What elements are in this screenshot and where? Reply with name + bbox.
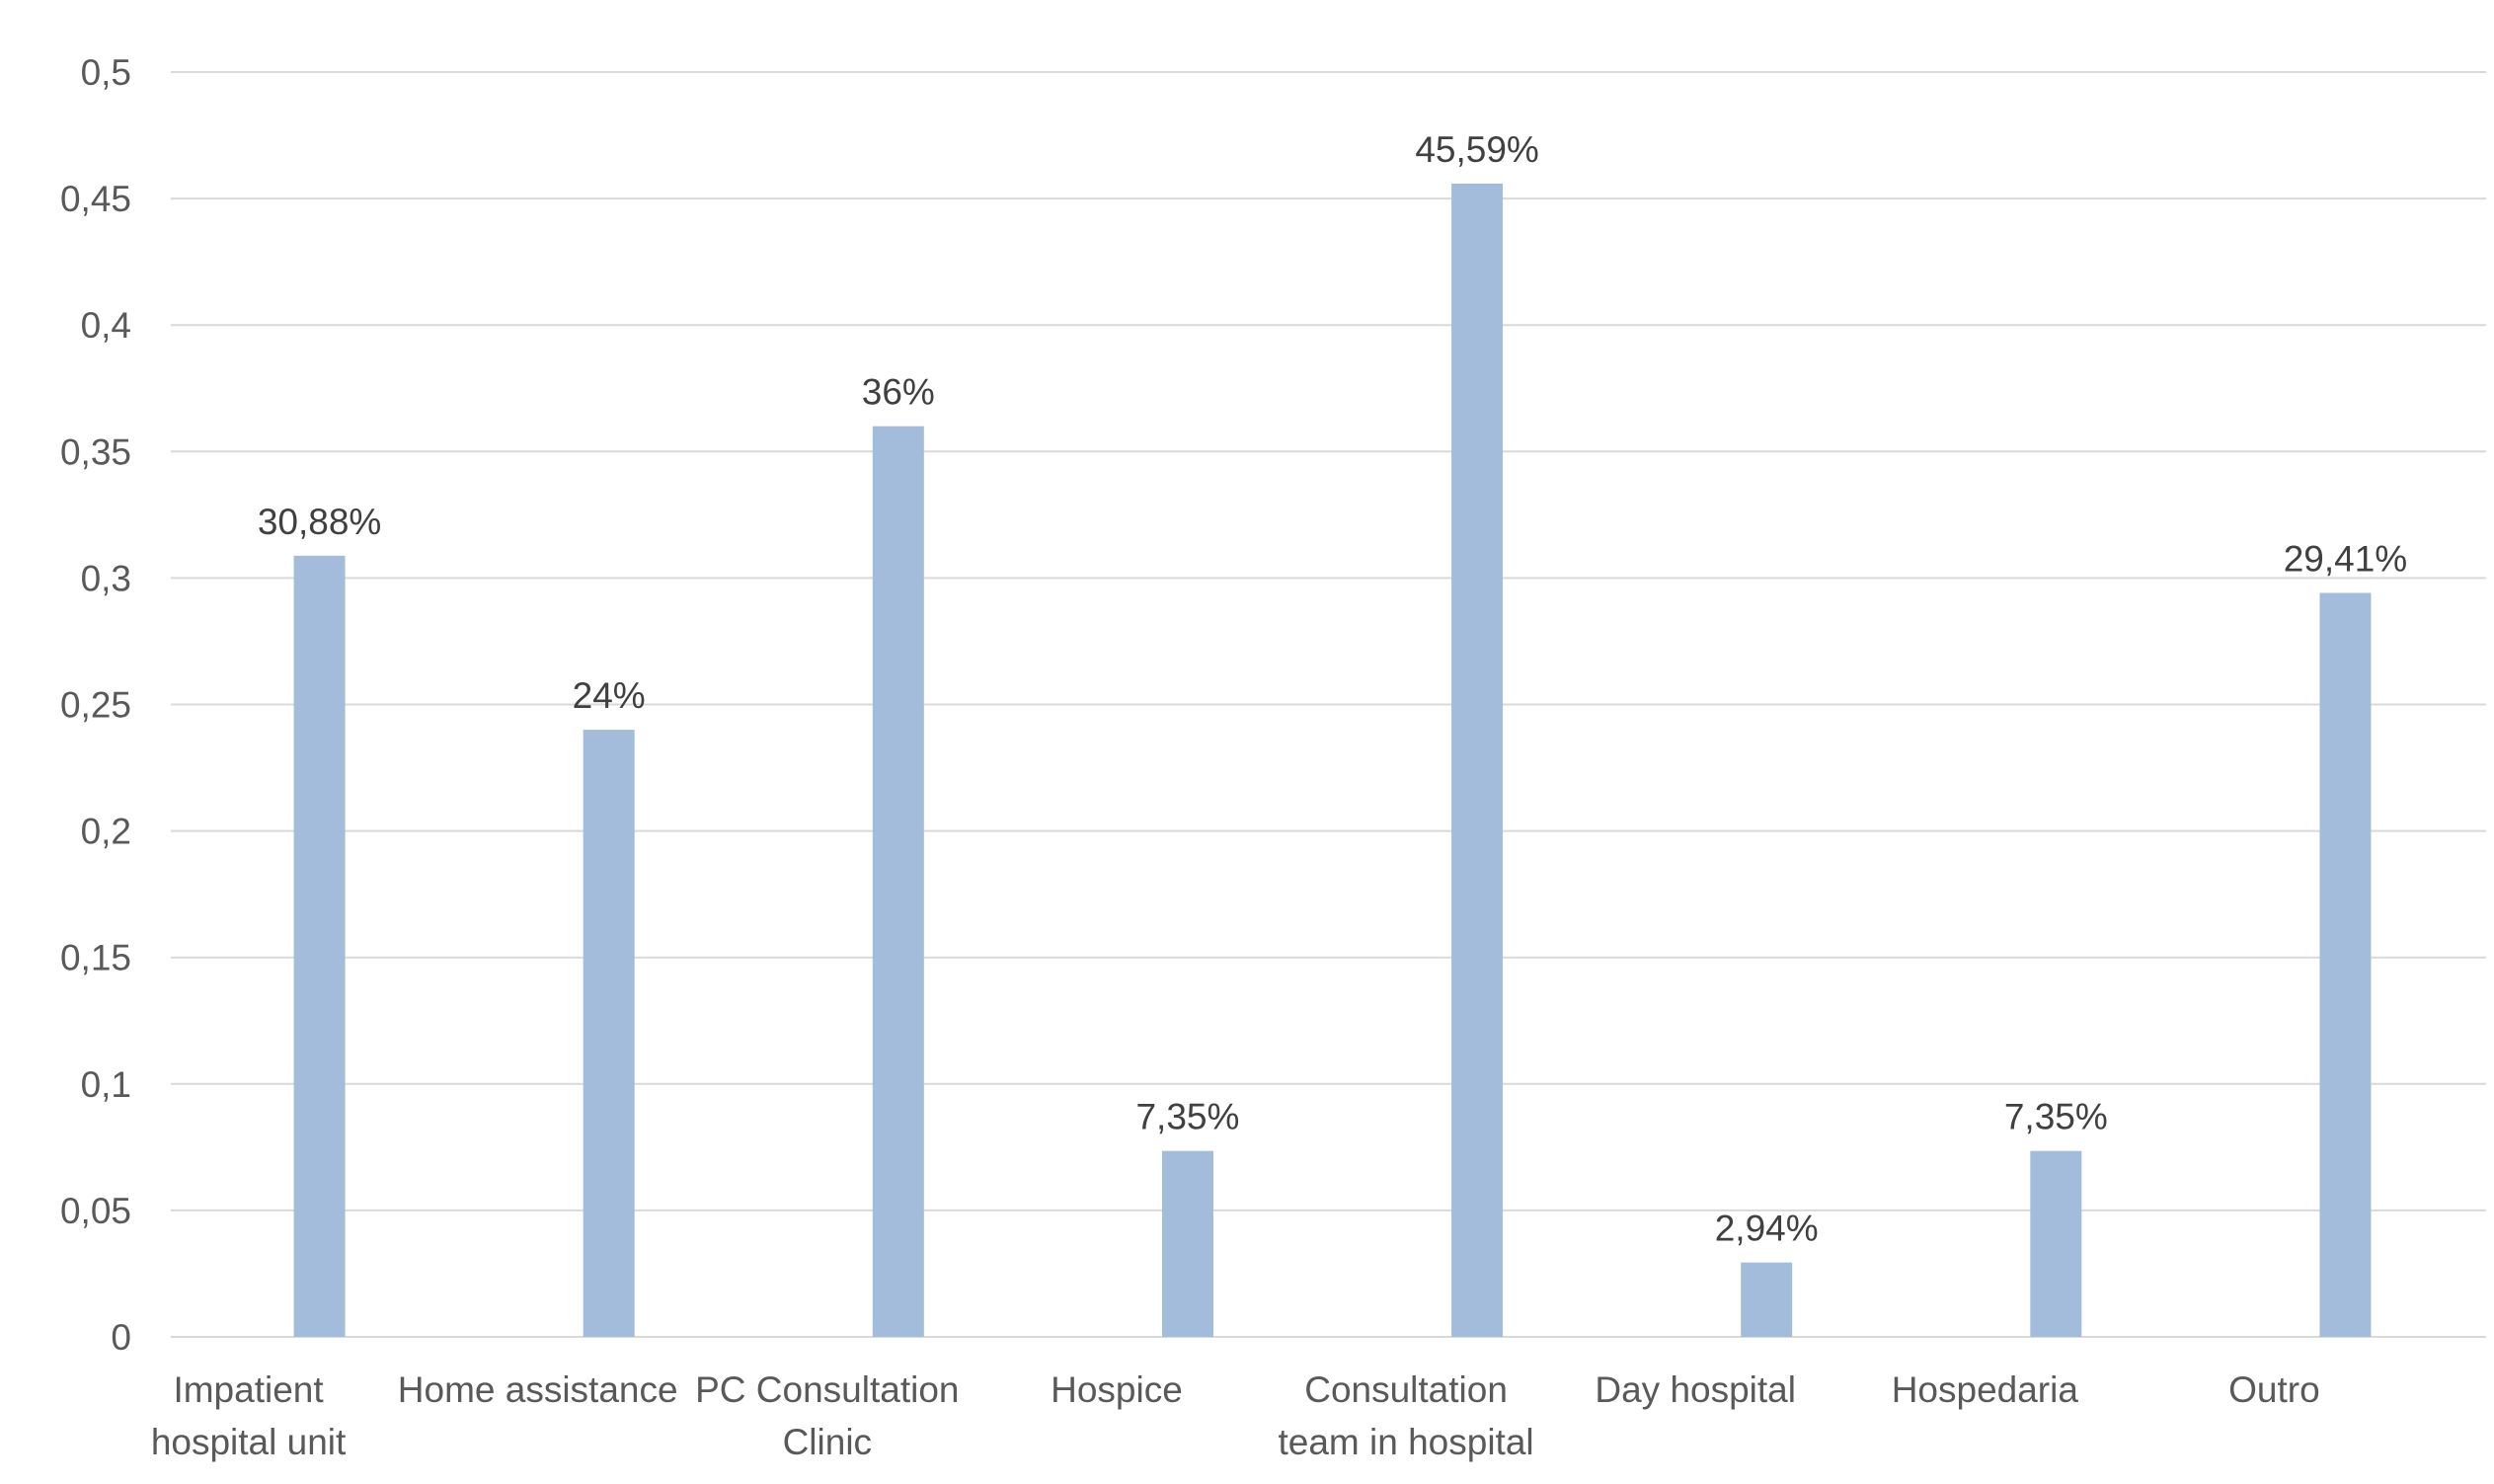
x-category-label: Day hospital (1595, 1369, 1796, 1410)
bar (1451, 183, 1504, 1337)
x-category-label: hospital unit (151, 1422, 347, 1462)
x-category-label: Home assistance (398, 1369, 678, 1410)
data-label: 7,35% (2004, 1097, 2108, 1137)
bar (1161, 1150, 1213, 1337)
y-tick-label: 0,45 (60, 179, 131, 219)
data-label: 7,35% (1135, 1097, 1239, 1137)
y-tick-label: 0,1 (81, 1064, 131, 1105)
y-tick-label: 0 (111, 1317, 131, 1358)
y-tick-label: 0,5 (81, 52, 131, 93)
y-tick-label: 0,3 (81, 558, 131, 598)
x-category-label: Hospedaria (1892, 1369, 2079, 1410)
x-category-label: team in hospital (1278, 1422, 1533, 1462)
y-tick-label: 0,15 (60, 938, 131, 978)
bar (2030, 1150, 2082, 1337)
x-category-label: Consultation (1304, 1369, 1508, 1410)
x-category-label: Hospice (1051, 1369, 1183, 1410)
data-label: 30,88% (258, 502, 382, 542)
bar (583, 730, 635, 1337)
bar (872, 426, 924, 1337)
bar (1741, 1262, 1793, 1337)
data-label: 45,59% (1415, 129, 1539, 170)
data-label: 29,41% (2284, 539, 2408, 580)
x-category-label: Impatient (173, 1369, 324, 1410)
gridlines (171, 71, 2486, 1338)
y-tick-label: 0,2 (81, 812, 131, 852)
x-category-label: PC Consultation (695, 1369, 959, 1410)
data-label: 24% (573, 675, 646, 716)
data-label: 36% (862, 372, 935, 413)
bar (2319, 592, 2372, 1337)
bars (293, 183, 2372, 1337)
x-category-label: Clinic (783, 1422, 872, 1462)
y-tick-label: 0,35 (60, 431, 131, 472)
x-category-label: Outro (2228, 1369, 2320, 1410)
data-labels: 30,88% 24% 36% 7,35% 45,59% 2,94% 7,35% 29,41% (258, 129, 2407, 1249)
x-axis-category-labels: Impatient hospital unit Home assistance PC … (151, 1369, 2320, 1462)
y-tick-label: 0,4 (81, 305, 131, 346)
data-label: 2,94% (1715, 1209, 1819, 1249)
y-axis-tick-labels: 0 0,05 0,1 0,15 0,2 0,25 0,3 0,35 0,4 0,45 0,5 (60, 52, 131, 1358)
y-tick-label: 0,25 (60, 685, 131, 726)
y-tick-label: 0,05 (60, 1191, 131, 1231)
bar (293, 555, 346, 1337)
